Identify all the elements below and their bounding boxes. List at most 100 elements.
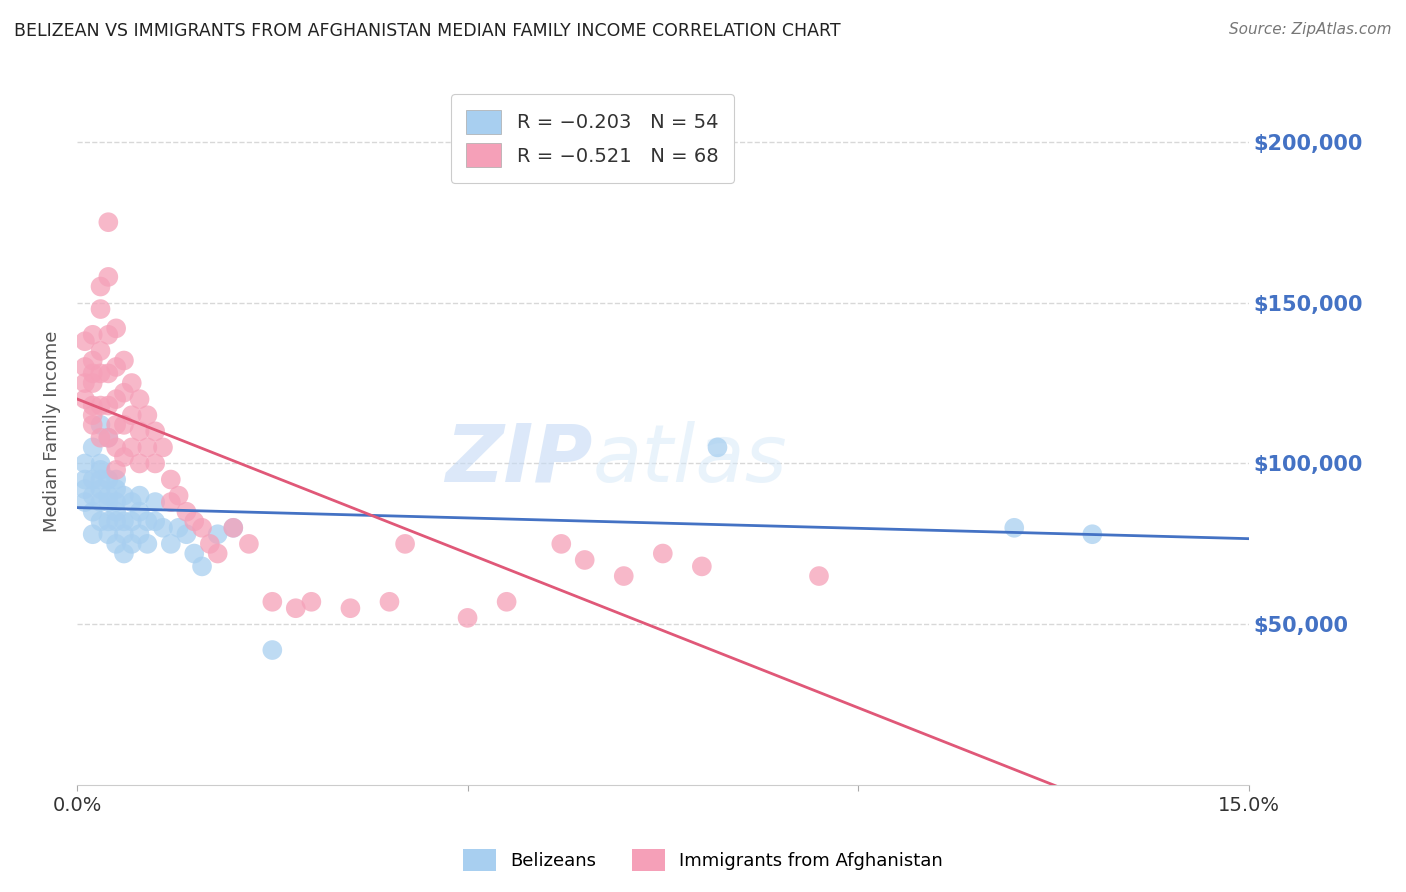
Point: [121, 441, 143, 455]
Point: [136, 441, 159, 455]
Point: [136, 408, 159, 422]
Point: [183, 547, 205, 561]
Point: [176, 527, 198, 541]
Point: [207, 527, 229, 541]
Point: [457, 611, 479, 625]
Point: [198, 537, 221, 551]
Point: [97, 399, 120, 413]
Point: [152, 521, 174, 535]
Point: [112, 527, 135, 541]
Point: [143, 457, 166, 471]
Point: [394, 537, 416, 551]
Point: [238, 537, 260, 551]
Point: [159, 495, 181, 509]
Point: [690, 559, 713, 574]
Point: [89, 495, 111, 509]
Point: [183, 514, 205, 528]
Point: [222, 521, 245, 535]
Point: [97, 431, 120, 445]
Point: [105, 321, 128, 335]
Point: [121, 408, 143, 422]
Point: [105, 441, 128, 455]
Text: Source: ZipAtlas.com: Source: ZipAtlas.com: [1229, 22, 1392, 37]
Point: [284, 601, 307, 615]
Point: [89, 279, 111, 293]
Point: [97, 215, 120, 229]
Point: [105, 482, 128, 496]
Point: [73, 392, 96, 406]
Point: [167, 521, 190, 535]
Point: [128, 489, 150, 503]
Point: [128, 527, 150, 541]
Point: [339, 601, 361, 615]
Point: [73, 473, 96, 487]
Point: [112, 450, 135, 464]
Point: [89, 431, 111, 445]
Point: [97, 327, 120, 342]
Point: [112, 353, 135, 368]
Point: [574, 553, 596, 567]
Point: [167, 489, 190, 503]
Point: [73, 457, 96, 471]
Point: [89, 457, 111, 471]
Point: [105, 495, 128, 509]
Point: [651, 547, 673, 561]
Legend: R = −0.203   N = 54, R = −0.521   N = 68: R = −0.203 N = 54, R = −0.521 N = 68: [451, 95, 734, 183]
Point: [89, 301, 111, 316]
Point: [112, 417, 135, 432]
Point: [105, 537, 128, 551]
Text: ZIP: ZIP: [446, 421, 592, 499]
Point: [97, 489, 120, 503]
Point: [112, 489, 135, 503]
Point: [73, 334, 96, 349]
Point: [176, 505, 198, 519]
Point: [121, 537, 143, 551]
Point: [143, 514, 166, 528]
Point: [105, 514, 128, 528]
Point: [89, 482, 111, 496]
Point: [1081, 527, 1104, 541]
Point: [550, 537, 572, 551]
Text: atlas: atlas: [592, 421, 787, 499]
Point: [299, 595, 322, 609]
Point: [105, 417, 128, 432]
Point: [82, 353, 104, 368]
Point: [105, 473, 128, 487]
Point: [128, 457, 150, 471]
Point: [82, 505, 104, 519]
Point: [105, 505, 128, 519]
Point: [222, 521, 245, 535]
Point: [105, 463, 128, 477]
Point: [121, 514, 143, 528]
Point: [143, 495, 166, 509]
Point: [73, 495, 96, 509]
Point: [82, 441, 104, 455]
Point: [97, 473, 120, 487]
Point: [82, 489, 104, 503]
Point: [152, 441, 174, 455]
Point: [89, 343, 111, 358]
Y-axis label: Median Family Income: Median Family Income: [44, 331, 60, 532]
Point: [128, 392, 150, 406]
Point: [262, 643, 284, 657]
Point: [82, 399, 104, 413]
Point: [112, 385, 135, 400]
Point: [112, 547, 135, 561]
Point: [89, 514, 111, 528]
Point: [262, 595, 284, 609]
Point: [82, 408, 104, 422]
Point: [97, 431, 120, 445]
Point: [105, 392, 128, 406]
Point: [89, 417, 111, 432]
Point: [128, 425, 150, 439]
Point: [207, 547, 229, 561]
Point: [191, 521, 214, 535]
Point: [191, 559, 214, 574]
Point: [82, 367, 104, 381]
Point: [82, 417, 104, 432]
Point: [82, 327, 104, 342]
Point: [1002, 521, 1025, 535]
Point: [159, 473, 181, 487]
Text: BELIZEAN VS IMMIGRANTS FROM AFGHANISTAN MEDIAN FAMILY INCOME CORRELATION CHART: BELIZEAN VS IMMIGRANTS FROM AFGHANISTAN …: [14, 22, 841, 40]
Point: [136, 537, 159, 551]
